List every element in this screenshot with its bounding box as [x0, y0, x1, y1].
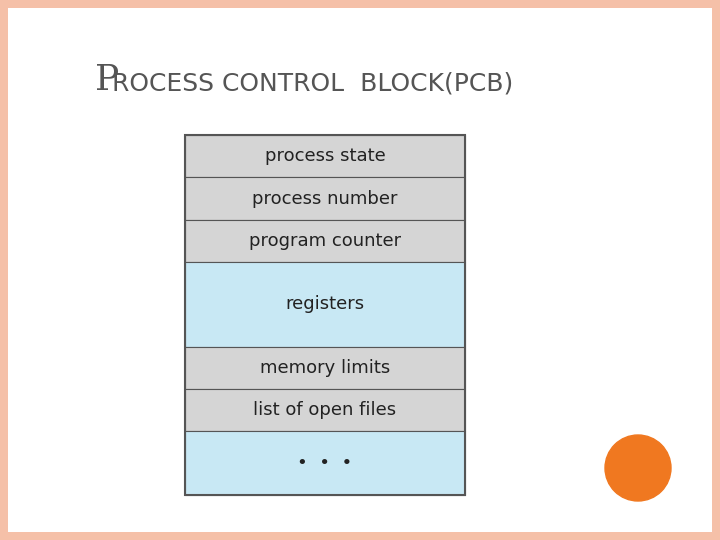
Circle shape: [605, 435, 671, 501]
Bar: [185, 431, 465, 495]
Bar: [185, 177, 465, 220]
Text: ROCESS CONTROL  BLOCK(PCB): ROCESS CONTROL BLOCK(PCB): [112, 71, 513, 95]
Text: process state: process state: [265, 147, 385, 165]
Bar: [0, 532, 720, 540]
Text: process number: process number: [252, 190, 397, 207]
Bar: [185, 389, 465, 431]
Text: memory limits: memory limits: [260, 359, 390, 377]
Text: list of open files: list of open files: [253, 401, 397, 419]
Text: program counter: program counter: [249, 232, 401, 250]
Bar: [185, 220, 465, 262]
Bar: [0, 0, 8, 540]
Bar: [0, 0, 720, 8]
Bar: [185, 347, 465, 389]
Bar: [185, 135, 465, 495]
Bar: [185, 135, 465, 177]
Text: •  •  •: • • •: [297, 454, 353, 472]
Bar: [185, 262, 465, 347]
Text: registers: registers: [285, 295, 364, 313]
Bar: [712, 0, 720, 540]
Text: P: P: [95, 63, 120, 97]
